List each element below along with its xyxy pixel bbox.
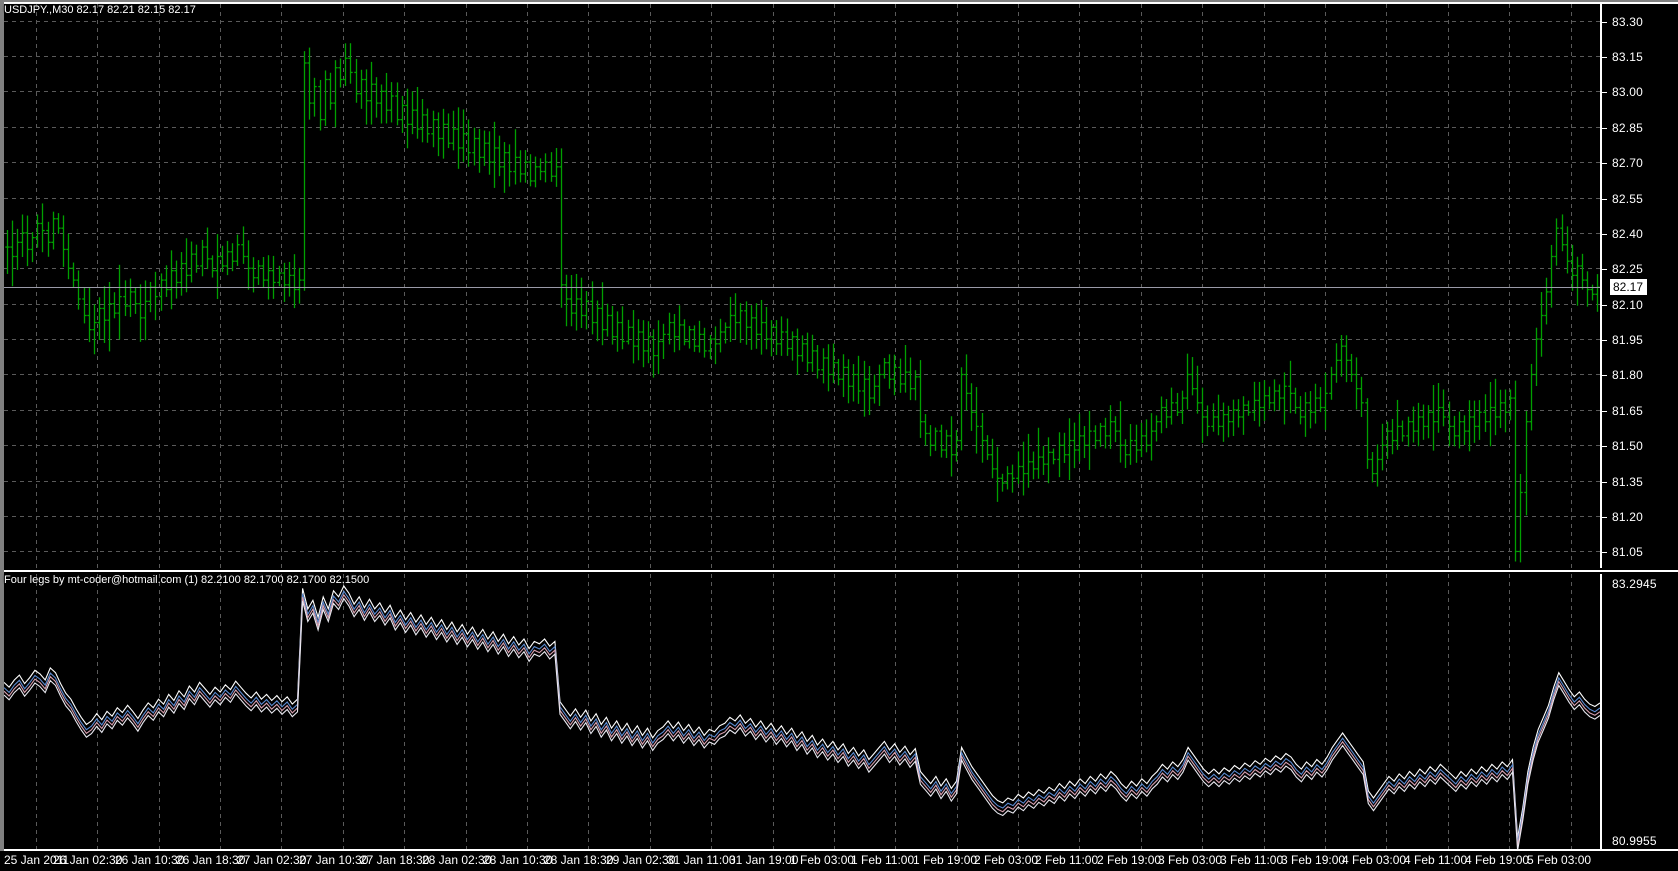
- time-axis-label: 3 Feb 03:00: [1158, 853, 1223, 867]
- time-axis-label: 1 Feb 11:00: [851, 853, 915, 867]
- main-price-scale[interactable]: 83.30 83.15 83.00 82.85 82.70 82.55 82.40 82.25…: [1600, 4, 1678, 568]
- price-tick: [1600, 304, 1607, 306]
- indicator-tick-label: 83.2945: [1612, 577, 1657, 591]
- time-axis-label: 27 Jan 10:30: [299, 853, 369, 867]
- price-tick: [1600, 374, 1607, 376]
- price-tick: [1600, 410, 1607, 412]
- main-chart-label: USDJPY.,M30 82.17 82.21 82.15 82.17: [4, 4, 196, 16]
- price-tick-label: 81.65: [1612, 403, 1644, 418]
- time-axis-label: 1 Feb 03:00: [790, 853, 855, 867]
- time-axis-label: 25 Jan 2011: [4, 853, 70, 867]
- time-axis-label: 1 Feb 19:00: [913, 853, 978, 867]
- time-axis-label: 4 Feb 19:00: [1465, 853, 1530, 867]
- window-frame-left: [0, 0, 4, 871]
- indicator-label: Four legs by mt-coder@hotmail.com (1) 82…: [4, 574, 370, 586]
- price-tick-label: 81.80: [1612, 367, 1644, 382]
- price-bars: [5, 43, 1600, 563]
- time-axis-label: 28 Jan 02:30: [422, 853, 492, 867]
- price-scale-axis: [1600, 4, 1602, 568]
- time-axis-label: 29 Jan 02:30: [606, 853, 676, 867]
- four-legs-indicator-plot[interactable]: [4, 574, 1600, 851]
- current-price-tag: 82.17: [1610, 279, 1648, 296]
- price-tick: [1600, 268, 1607, 270]
- price-tick-label: 81.05: [1612, 544, 1644, 559]
- price-tick-label: 82.25: [1612, 261, 1644, 276]
- price-tick-label: 83.30: [1612, 14, 1644, 29]
- price-tick: [1600, 198, 1607, 200]
- indicator-line-leg3: [4, 593, 1600, 847]
- price-tick: [1600, 91, 1607, 93]
- price-tick: [1600, 551, 1607, 553]
- time-axis-label: 2 Feb 03:00: [974, 853, 1039, 867]
- time-axis-label: 27 Jan 02:30: [237, 853, 307, 867]
- time-axis-separator: [4, 849, 1678, 851]
- time-axis-label: 31 Jan 19:00: [729, 853, 799, 867]
- price-tick: [1600, 127, 1607, 129]
- main-price-pane[interactable]: [4, 4, 1600, 568]
- time-axis-label: 3 Feb 19:00: [1281, 853, 1346, 867]
- main-pane-top-border: [4, 2, 1678, 4]
- price-tick: [1600, 516, 1607, 518]
- time-axis-label: 31 Jan 11:00: [667, 853, 736, 867]
- time-axis-label: 3 Feb 11:00: [1220, 853, 1284, 867]
- time-axis-label: 4 Feb 03:00: [1342, 853, 1407, 867]
- indicator-line-leg1: [4, 584, 1600, 838]
- price-tick-label: 82.70: [1612, 155, 1644, 170]
- price-tick: [1600, 162, 1607, 164]
- price-tick-label: 83.00: [1612, 84, 1644, 99]
- time-axis-label: 5 Feb 03:00: [1527, 853, 1592, 867]
- price-tick-label: 81.35: [1612, 474, 1644, 489]
- price-tick: [1600, 481, 1607, 483]
- indicator-line-leg2: [4, 590, 1600, 844]
- indicator-tick-label: 80.9955: [1612, 834, 1657, 848]
- price-tick-label: 83.15: [1612, 49, 1644, 64]
- indicator-scale-axis: [1600, 574, 1602, 851]
- price-tick: [1600, 233, 1607, 235]
- time-axis-label: 26 Jan 02:30: [53, 853, 123, 867]
- indicator-line-leg4: [4, 597, 1600, 851]
- subwindow-separator: [4, 570, 1678, 572]
- price-tick-label: 82.40: [1612, 226, 1644, 241]
- time-axis-label: 4 Feb 11:00: [1404, 853, 1468, 867]
- indicator-subwindow[interactable]: [4, 574, 1600, 851]
- time-axis-label: 26 Jan 10:30: [115, 853, 185, 867]
- price-tick: [1600, 21, 1607, 23]
- time-axis-label: 26 Jan 18:30: [176, 853, 246, 867]
- price-tick-label: 82.10: [1612, 297, 1644, 312]
- price-tick-label: 81.95: [1612, 332, 1644, 347]
- price-tick-label: 82.55: [1612, 191, 1644, 206]
- price-tick: [1600, 339, 1607, 341]
- time-axis-label: 27 Jan 18:30: [360, 853, 430, 867]
- price-tick: [1600, 445, 1607, 447]
- price-chart-plot[interactable]: [4, 4, 1600, 568]
- time-axis-label: 2 Feb 11:00: [1035, 853, 1099, 867]
- price-tick-label: 81.50: [1612, 438, 1644, 453]
- indicator-price-scale[interactable]: 83.2945 80.9955: [1600, 574, 1678, 851]
- price-tick-label: 81.20: [1612, 509, 1644, 524]
- time-axis-label: 28 Jan 18:30: [544, 853, 614, 867]
- time-axis-label: 28 Jan 10:30: [483, 853, 553, 867]
- time-axis-label: 2 Feb 19:00: [1097, 853, 1162, 867]
- price-tick: [1600, 56, 1607, 58]
- time-axis[interactable]: 25 Jan 2011 26 Jan 02:30 26 Jan 10:30 26 Ja…: [0, 851, 1678, 871]
- price-tick-label: 82.85: [1612, 120, 1644, 135]
